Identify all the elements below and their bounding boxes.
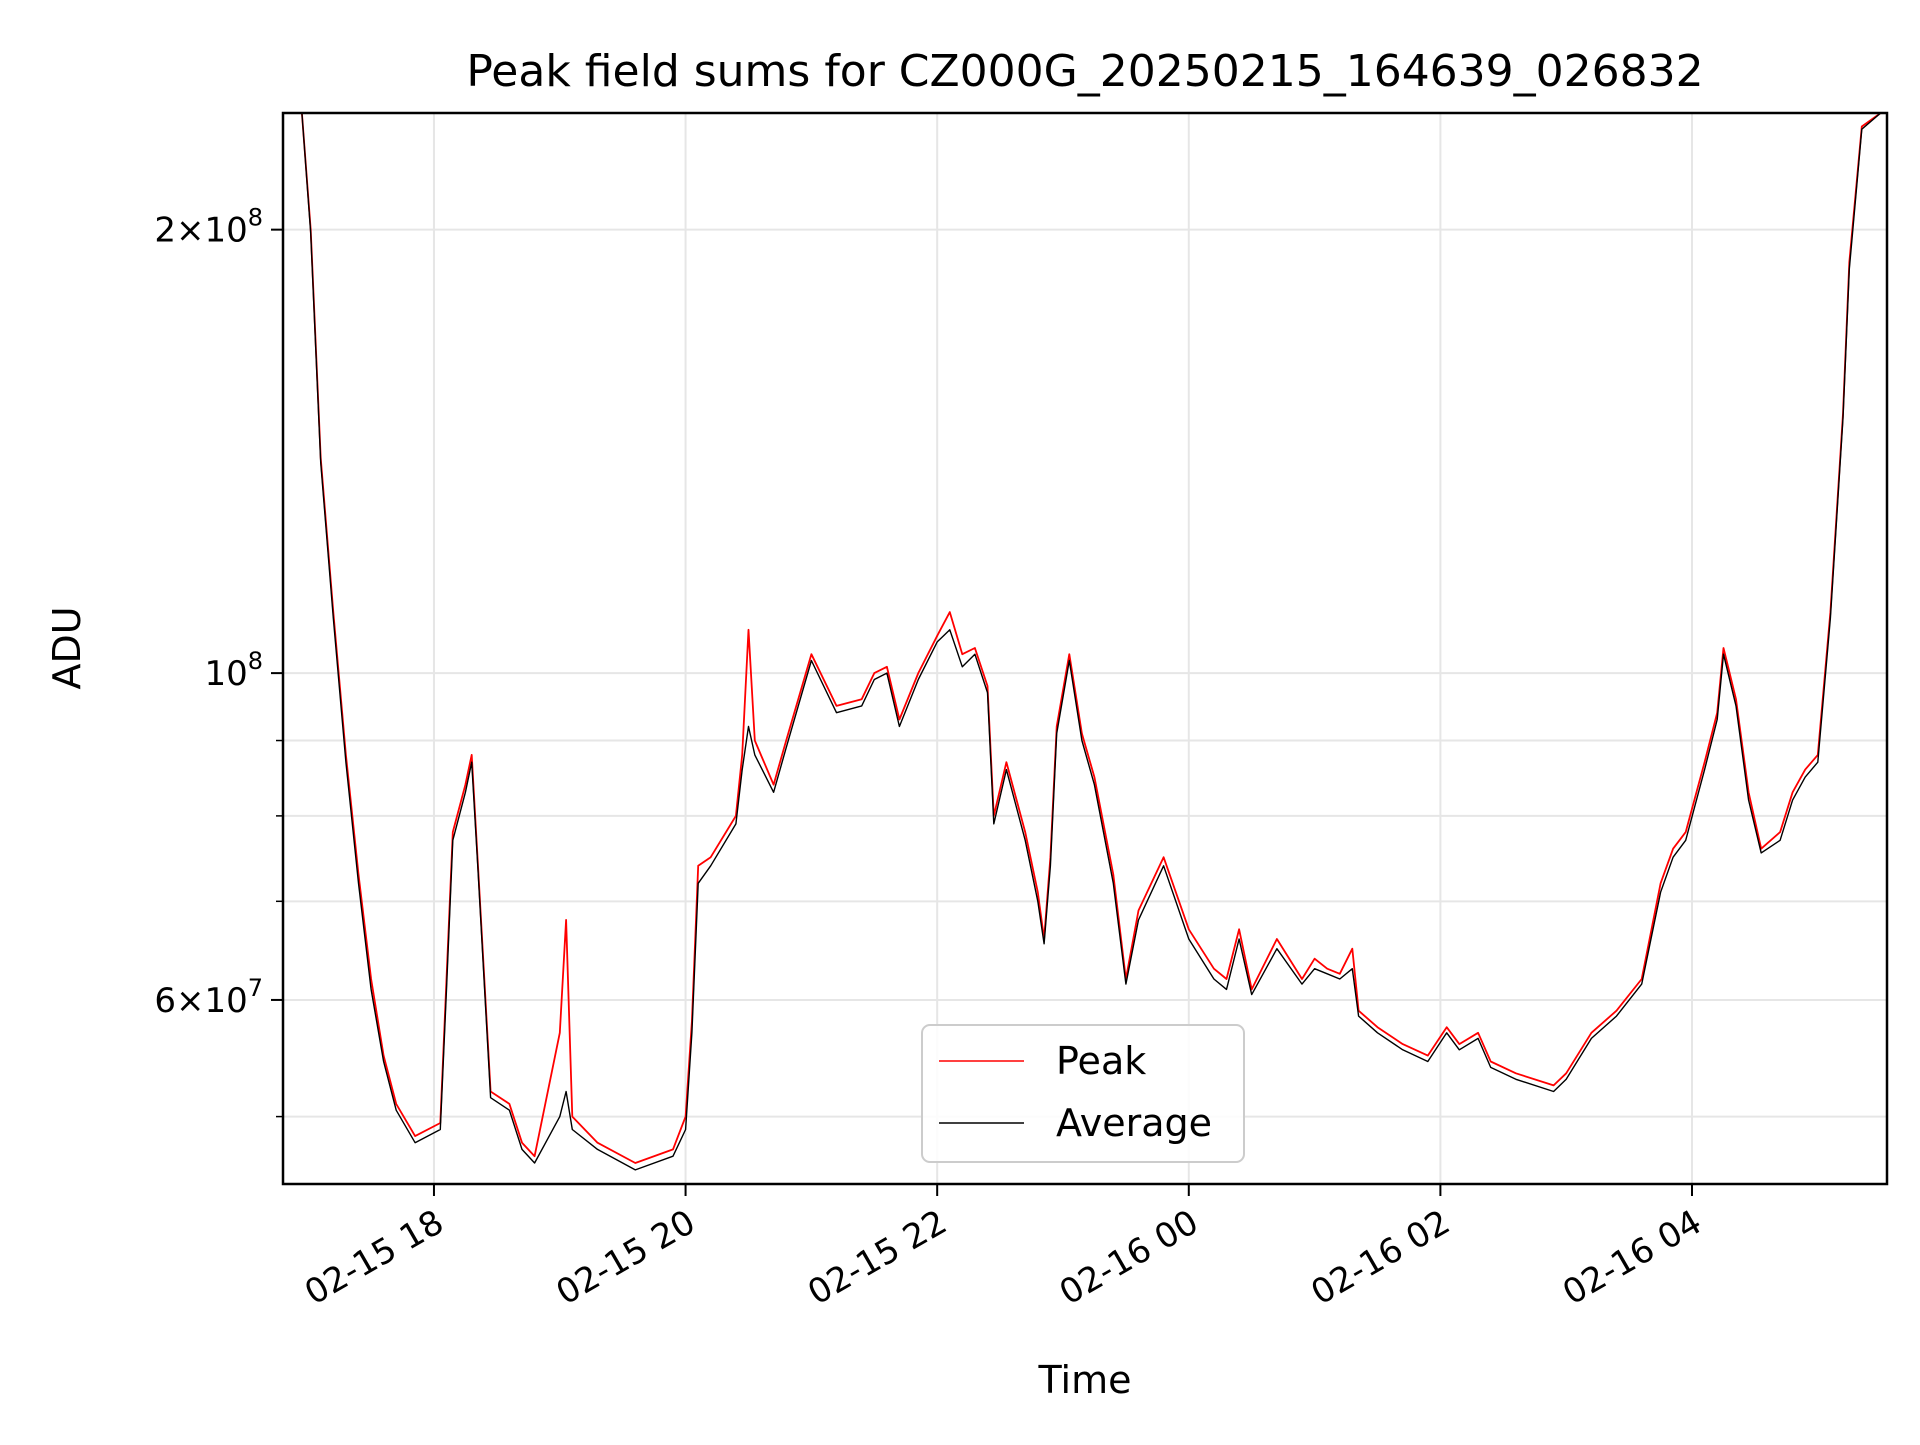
y-tick-exponent: 7 — [248, 974, 263, 1002]
plot-frame — [281, 111, 1889, 1186]
y-tick-base: 10 — [204, 654, 247, 694]
series-line-average — [301, 113, 1882, 1171]
legend-label-peak: Peak — [1056, 1039, 1146, 1083]
y-tick-label: 108 — [204, 647, 263, 694]
y-tick-label: 2×108 — [154, 204, 263, 251]
legend-box — [921, 1024, 1245, 1163]
y-tick-exponent: 8 — [248, 204, 263, 232]
y-tick-base: 6×10 — [154, 981, 247, 1021]
legend: Peak Average — [921, 1024, 1245, 1163]
legend-label-average: Average — [1056, 1101, 1212, 1145]
y-axis-label: ADU — [45, 606, 89, 689]
y-tick-label: 6×107 — [154, 974, 263, 1021]
y-tick-base: 2×10 — [154, 211, 247, 251]
series-lines — [301, 113, 1882, 1171]
x-axis-label: Time — [1038, 1358, 1132, 1402]
grid-lines — [283, 113, 1887, 1184]
chart-title: Peak field sums for CZ000G_20250215_1646… — [466, 46, 1703, 97]
y-tick-exponent: 8 — [248, 647, 263, 675]
